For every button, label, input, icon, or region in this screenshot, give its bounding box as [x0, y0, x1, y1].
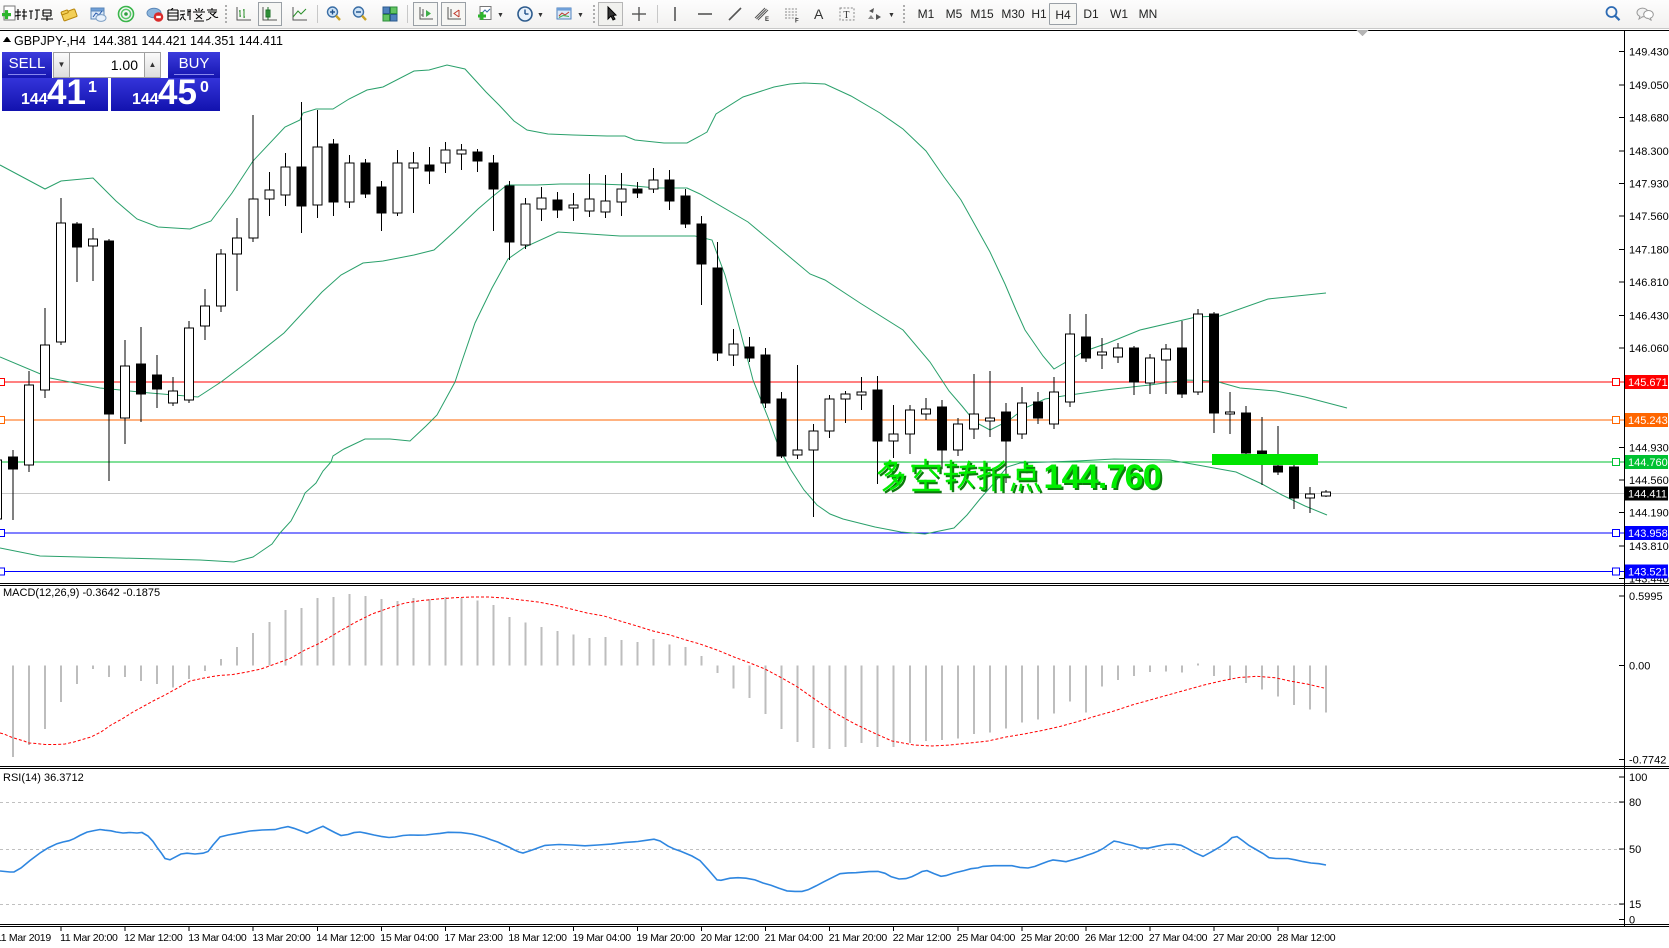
- svg-text:14 Mar 12:00: 14 Mar 12:00: [316, 932, 375, 944]
- svg-text:146.810: 146.810: [1629, 277, 1669, 289]
- svg-text:18 Mar 12:00: 18 Mar 12:00: [508, 932, 567, 944]
- svg-text:25 Mar 20:00: 25 Mar 20:00: [1021, 932, 1080, 944]
- svg-text:144.760: 144.760: [1044, 458, 1161, 496]
- svg-text:144.411: 144.411: [1628, 489, 1667, 501]
- svg-text:20 Mar 12:00: 20 Mar 12:00: [701, 932, 760, 944]
- svg-text:80: 80: [1629, 797, 1641, 809]
- svg-text:0.5995: 0.5995: [1629, 591, 1663, 603]
- svg-text:143.958: 143.958: [1628, 528, 1668, 540]
- svg-text:145.243: 145.243: [1628, 415, 1668, 427]
- svg-text:13 Mar 20:00: 13 Mar 20:00: [252, 932, 311, 944]
- svg-text:15: 15: [1629, 899, 1641, 911]
- svg-text:13 Mar 04:00: 13 Mar 04:00: [188, 932, 247, 944]
- svg-text:-0.7742: -0.7742: [1629, 755, 1666, 767]
- svg-text:144.930: 144.930: [1629, 443, 1669, 455]
- svg-text:146.430: 146.430: [1629, 310, 1669, 322]
- svg-text:15 Mar 04:00: 15 Mar 04:00: [380, 932, 439, 944]
- svg-text:149.050: 149.050: [1629, 80, 1669, 92]
- svg-text:11 Mar 20:00: 11 Mar 20:00: [60, 932, 118, 944]
- svg-text:22 Mar 12:00: 22 Mar 12:00: [893, 932, 952, 944]
- svg-text:148.300: 148.300: [1629, 146, 1669, 158]
- svg-text:E: E: [765, 17, 769, 23]
- svg-text:27 Mar 20:00: 27 Mar 20:00: [1213, 932, 1272, 944]
- svg-text:28 Mar 12:00: 28 Mar 12:00: [1277, 932, 1336, 944]
- svg-text:144.190: 144.190: [1629, 508, 1669, 520]
- svg-text:21 Mar 20:00: 21 Mar 20:00: [829, 932, 888, 944]
- svg-text:143.810: 143.810: [1629, 541, 1669, 553]
- svg-text:A: A: [814, 6, 824, 22]
- svg-text:145.671: 145.671: [1628, 377, 1668, 389]
- svg-text:25 Mar 04:00: 25 Mar 04:00: [957, 932, 1016, 944]
- svg-text:100: 100: [1629, 772, 1647, 784]
- svg-text:19 Mar 20:00: 19 Mar 20:00: [637, 932, 696, 944]
- svg-text:GBPJPY-,H4 144.381 144.421 14: GBPJPY-,H4 144.381 144.421 144.351 144.4…: [14, 34, 283, 48]
- svg-text:147.930: 147.930: [1629, 179, 1669, 191]
- svg-text:F: F: [795, 19, 799, 24]
- svg-text:12 Mar 12:00: 12 Mar 12:00: [124, 932, 183, 944]
- svg-text:50: 50: [1629, 844, 1641, 856]
- svg-text:26 Mar 12:00: 26 Mar 12:00: [1085, 932, 1144, 944]
- svg-text:RSI(14) 36.3712: RSI(14) 36.3712: [3, 772, 84, 784]
- svg-text:147.180: 147.180: [1629, 244, 1669, 256]
- svg-text:27 Mar 04:00: 27 Mar 04:00: [1149, 932, 1208, 944]
- svg-text:148.680: 148.680: [1629, 113, 1669, 125]
- svg-text:144.760: 144.760: [1046, 460, 1163, 498]
- svg-text:17 Mar 23:00: 17 Mar 23:00: [444, 932, 503, 944]
- svg-text:MACD(12,26,9) -0.3642 -0.1875: MACD(12,26,9) -0.3642 -0.1875: [3, 587, 160, 599]
- svg-text:T: T: [843, 10, 849, 21]
- svg-text:19 Mar 04:00: 19 Mar 04:00: [573, 932, 632, 944]
- svg-text:11 Mar 2019: 11 Mar 2019: [0, 932, 51, 944]
- svg-text:0.00: 0.00: [1629, 661, 1650, 673]
- svg-text:149.430: 149.430: [1629, 47, 1669, 59]
- svg-text:0: 0: [1629, 915, 1635, 927]
- svg-text:147.560: 147.560: [1629, 211, 1669, 223]
- svg-text:146.060: 146.060: [1629, 343, 1669, 355]
- svg-text:143.521: 143.521: [1628, 567, 1668, 579]
- svg-text:21 Mar 04:00: 21 Mar 04:00: [765, 932, 824, 944]
- svg-text:144.560: 144.560: [1629, 475, 1669, 487]
- svg-text:144.760: 144.760: [1628, 457, 1668, 469]
